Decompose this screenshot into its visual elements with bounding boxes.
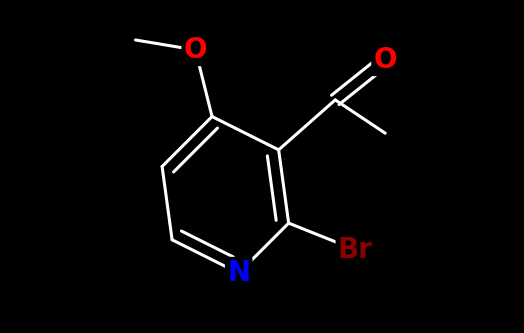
Text: N: N [227, 259, 250, 287]
Text: O: O [183, 36, 207, 64]
Text: O: O [374, 46, 397, 74]
Text: Br: Br [338, 236, 373, 264]
